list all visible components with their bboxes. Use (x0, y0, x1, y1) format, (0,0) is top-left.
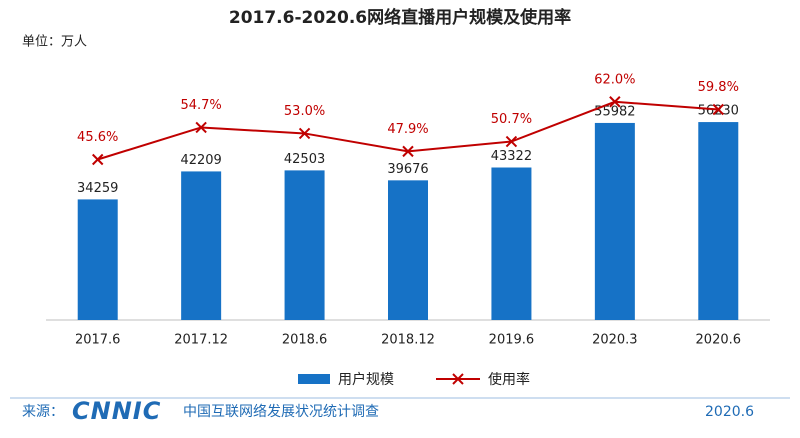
bar (77, 199, 118, 320)
legend-swatch (298, 374, 330, 384)
legend-label: 用户规模 (338, 371, 394, 388)
marker (298, 127, 311, 140)
line-value-label: 53.0% (284, 104, 325, 119)
x-tick-label: 2017.12 (174, 333, 228, 348)
legend-label: 使用率 (488, 371, 530, 388)
x-tick-label: 2018.12 (381, 333, 435, 348)
line-value-label: 45.6% (77, 130, 118, 145)
bar (388, 180, 428, 320)
x-tick-label: 2018.6 (282, 333, 328, 348)
bar (594, 122, 635, 320)
line-value-label: 47.9% (387, 122, 428, 137)
bar (181, 171, 222, 320)
bar (698, 122, 739, 320)
source-logo: CNNIC (72, 397, 161, 425)
marker (195, 121, 207, 134)
marker (712, 103, 724, 116)
source-text: 中国互联网络发展状况统计调查 (183, 404, 379, 420)
bar-value-label: 34259 (77, 181, 118, 196)
bar-value-label: 39676 (387, 162, 428, 177)
bar (284, 170, 325, 320)
line-value-label: 59.8% (698, 80, 739, 95)
x-tick-label: 2020.6 (696, 333, 742, 348)
bar-value-label: 56230 (698, 104, 739, 119)
bar-value-label: 42503 (284, 152, 325, 167)
bar-value-label: 55982 (594, 104, 635, 119)
legend-swatch (452, 373, 464, 385)
x-tick-label: 2020.3 (592, 333, 638, 348)
marker (505, 135, 518, 148)
x-tick-label: 2019.6 (489, 333, 535, 348)
x-tick-label: 2017.6 (75, 333, 121, 348)
line-value-label: 62.0% (594, 72, 635, 87)
line-value-label: 50.7% (491, 112, 532, 127)
bar-value-label: 42209 (180, 153, 221, 168)
source-prefix: 来源： (22, 404, 64, 420)
marker (609, 96, 621, 108)
bar (491, 167, 532, 320)
unit-label: 单位：万人 (22, 35, 87, 50)
line-value-label: 54.7% (180, 98, 221, 113)
chart-title: 2017.6-2020.6网络直播用户规模及使用率 (229, 7, 571, 28)
bar-value-label: 43322 (491, 149, 532, 164)
marker (402, 145, 414, 158)
source-date: 2020.6 (705, 404, 754, 420)
marker (92, 153, 104, 166)
